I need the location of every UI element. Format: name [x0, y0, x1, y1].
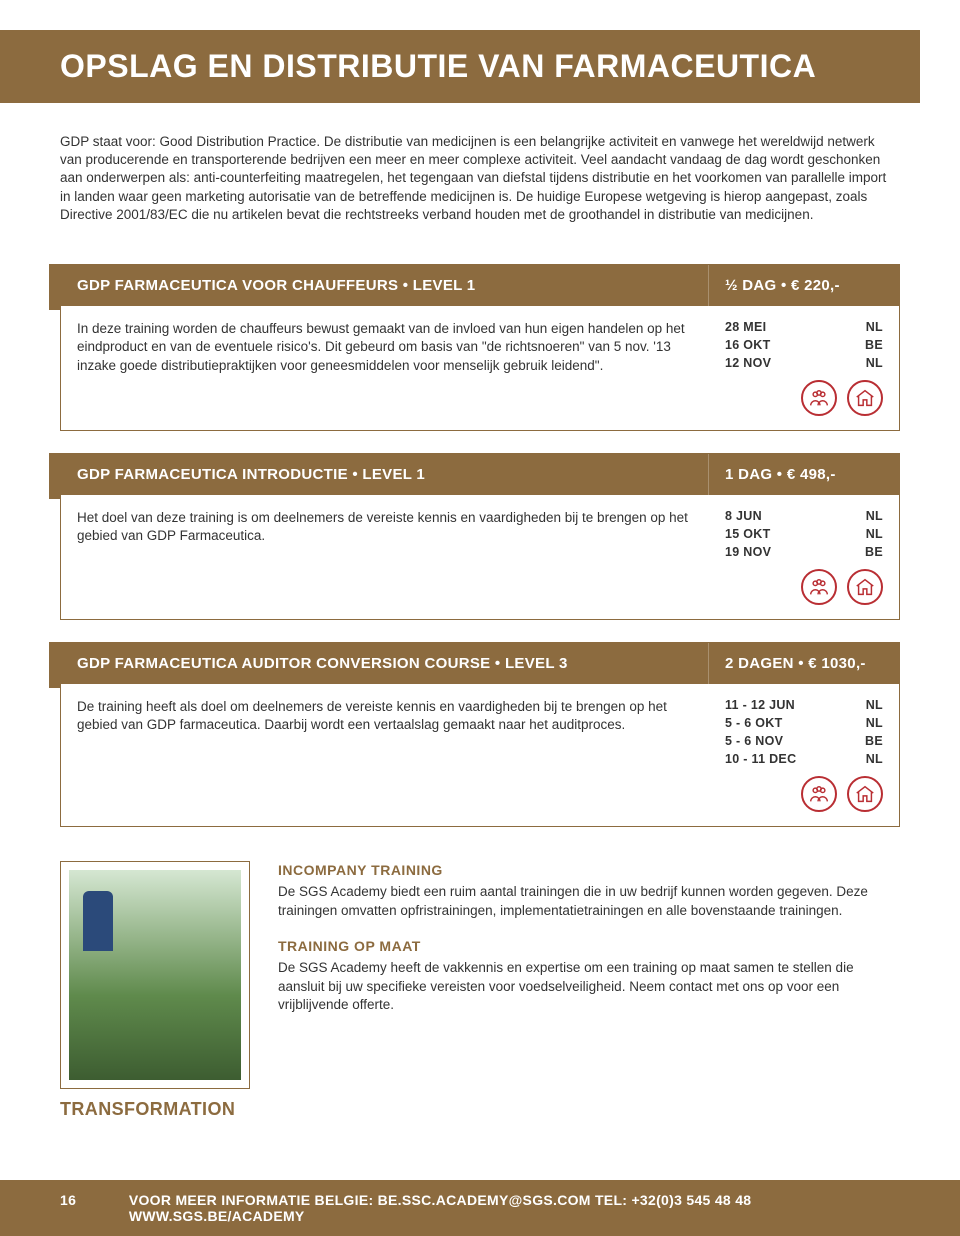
image-frame — [60, 861, 250, 1089]
people-icon — [801, 776, 837, 812]
course-body: Het doel van deze training is om deelnem… — [61, 495, 899, 619]
people-icon — [801, 569, 837, 605]
date-country: NL — [866, 527, 883, 541]
transformation-label: TRANSFORMATION — [60, 1099, 250, 1120]
training-op-maat-text: De SGS Academy heeft de vakkennis en exp… — [278, 959, 900, 1015]
footer-text: VOOR MEER INFORMATIE BELGIE: BE.SSC.ACAD… — [129, 1192, 900, 1224]
date-country: BE — [865, 338, 883, 352]
date-value: 10 - 11 DEC — [725, 752, 796, 766]
date-row: 19 NOV BE — [725, 545, 883, 559]
course-body: De training heeft als doel om deelnemers… — [61, 684, 899, 826]
incompany-heading: INCOMPANY TRAINING — [278, 861, 900, 880]
course-dates: 28 MEI NL 16 OKT BE 12 NOV NL — [709, 306, 899, 430]
date-row: 12 NOV NL — [725, 356, 883, 370]
date-row: 5 - 6 OKT NL — [725, 716, 883, 730]
date-country: NL — [866, 356, 883, 370]
date-row: 10 - 11 DEC NL — [725, 752, 883, 766]
course-description: De training heeft als doel om deelnemers… — [61, 684, 709, 826]
date-value: 5 - 6 OKT — [725, 716, 783, 730]
course-title: GDP FARMACEUTICA AUDITOR CONVERSION COUR… — [61, 643, 709, 684]
date-row: 5 - 6 NOV BE — [725, 734, 883, 748]
house-icon — [847, 380, 883, 416]
course-block: GDP FARMACEUTICA AUDITOR CONVERSION COUR… — [60, 642, 900, 827]
course-price: ½ DAG • € 220,- — [709, 265, 899, 306]
course-header: GDP FARMACEUTICA VOOR CHAUFFEURS • LEVEL… — [61, 265, 899, 306]
date-value: 28 MEI — [725, 320, 766, 334]
date-row: 11 - 12 JUN NL — [725, 698, 883, 712]
page-title-bar: OPSLAG EN DISTRIBUTIE VAN FARMACEUTICA — [0, 30, 920, 103]
date-value: 5 - 6 NOV — [725, 734, 783, 748]
accent-bar — [49, 264, 61, 310]
course-header: GDP FARMACEUTICA AUDITOR CONVERSION COUR… — [61, 643, 899, 684]
course-header: GDP FARMACEUTICA INTRODUCTIE • LEVEL 11 … — [61, 454, 899, 495]
date-country: BE — [865, 545, 883, 559]
course-title: GDP FARMACEUTICA VOOR CHAUFFEURS • LEVEL… — [61, 265, 709, 306]
icons-row — [725, 776, 883, 812]
date-country: NL — [866, 320, 883, 334]
training-op-maat-heading: TRAINING OP MAAT — [278, 937, 900, 956]
accent-bar — [49, 642, 61, 688]
date-row: 8 JUN NL — [725, 509, 883, 523]
date-country: NL — [866, 716, 883, 730]
info-block: TRANSFORMATION INCOMPANY TRAINING De SGS… — [60, 861, 900, 1120]
house-icon — [847, 569, 883, 605]
course-dates: 11 - 12 JUN NL 5 - 6 OKT NL 5 - 6 NOV BE 10 - … — [709, 684, 899, 826]
course-block: GDP FARMACEUTICA VOOR CHAUFFEURS • LEVEL… — [60, 264, 900, 431]
course-block: GDP FARMACEUTICA INTRODUCTIE • LEVEL 11 … — [60, 453, 900, 620]
date-value: 16 OKT — [725, 338, 771, 352]
date-value: 19 NOV — [725, 545, 771, 559]
page-number: 16 — [60, 1192, 89, 1224]
course-price: 2 DAGEN • € 1030,- — [709, 643, 899, 684]
accent-bar — [49, 453, 61, 499]
course-dates: 8 JUN NL 15 OKT NL 19 NOV BE — [709, 495, 899, 619]
icons-row — [725, 569, 883, 605]
date-country: NL — [866, 752, 883, 766]
date-country: NL — [866, 509, 883, 523]
photo-placeholder — [69, 870, 241, 1080]
date-value: 12 NOV — [725, 356, 771, 370]
date-country: BE — [865, 734, 883, 748]
course-title: GDP FARMACEUTICA INTRODUCTIE • LEVEL 1 — [61, 454, 709, 495]
people-icon — [801, 380, 837, 416]
course-description: In deze training worden de chauffeurs be… — [61, 306, 709, 430]
date-country: NL — [866, 698, 883, 712]
page-footer: 16 VOOR MEER INFORMATIE BELGIE: BE.SSC.A… — [0, 1180, 960, 1236]
date-value: 11 - 12 JUN — [725, 698, 795, 712]
course-description: Het doel van deze training is om deelnem… — [61, 495, 709, 619]
course-price: 1 DAG • € 498,- — [709, 454, 899, 495]
date-row: 28 MEI NL — [725, 320, 883, 334]
date-row: 15 OKT NL — [725, 527, 883, 541]
incompany-text: De SGS Academy biedt een ruim aantal tra… — [278, 883, 900, 920]
course-body: In deze training worden de chauffeurs be… — [61, 306, 899, 430]
page-title: OPSLAG EN DISTRIBUTIE VAN FARMACEUTICA — [60, 48, 890, 85]
intro-paragraph: GDP staat voor: Good Distribution Practi… — [0, 133, 960, 242]
icons-row — [725, 380, 883, 416]
date-row: 16 OKT BE — [725, 338, 883, 352]
date-value: 15 OKT — [725, 527, 771, 541]
date-value: 8 JUN — [725, 509, 762, 523]
house-icon — [847, 776, 883, 812]
